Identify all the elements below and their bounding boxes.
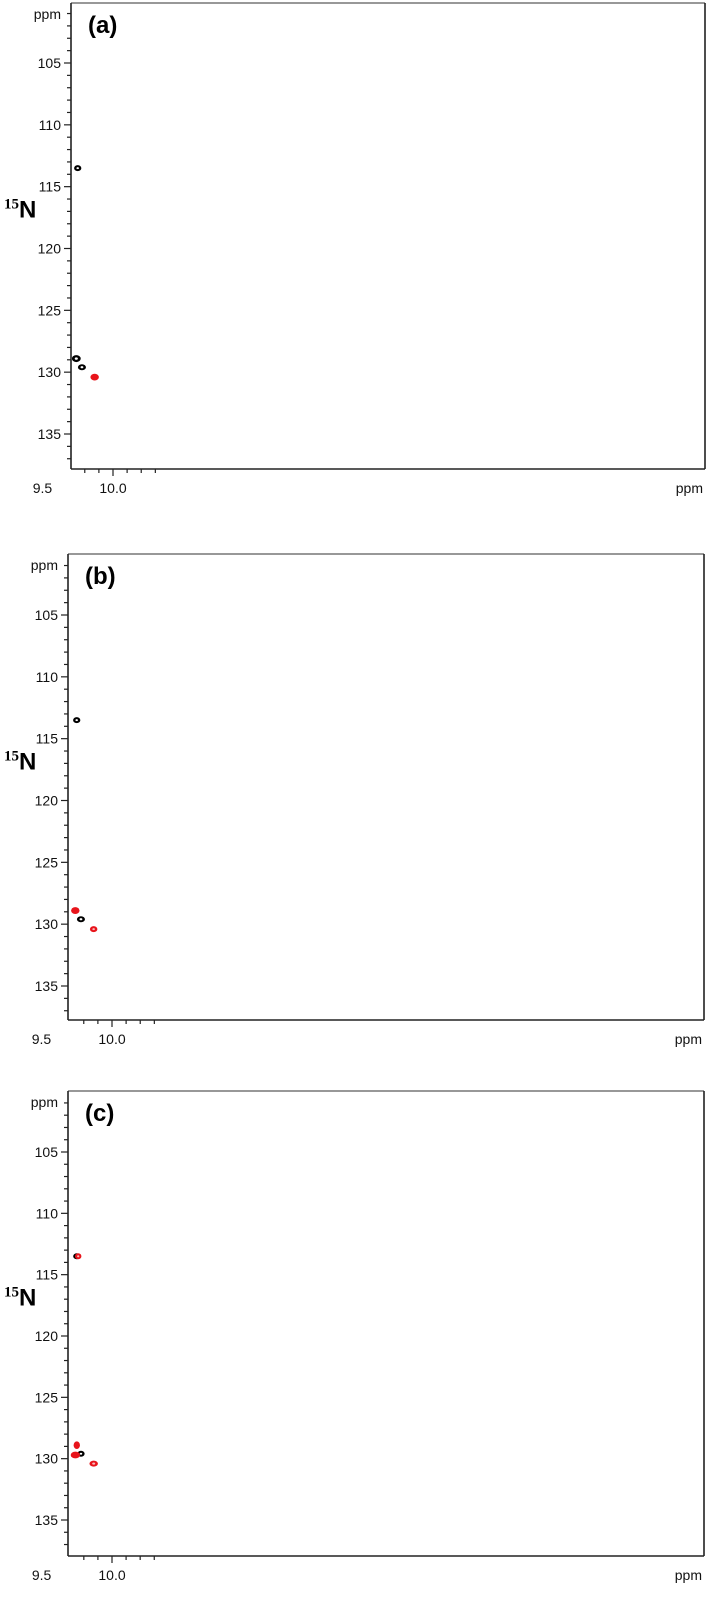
red-peak — [7, 1200, 14, 1207]
x-tick-label: 10.0 — [98, 1567, 125, 1583]
y-tick-label: 110 — [36, 669, 59, 685]
x-unit-label: ppm — [675, 1567, 702, 1583]
y-tick-label: 115 — [36, 731, 59, 747]
black-peak — [0, 751, 3, 757]
panel-b: 105110115120125130135ppm10.09.59.08.58.0… — [0, 553, 705, 1047]
y-tick-label: 130 — [35, 1451, 59, 1467]
x-tick-label: 9.5 — [32, 1567, 52, 1583]
y-tick-label: 130 — [35, 916, 59, 932]
black-peak — [46, 1353, 53, 1360]
black-peak — [27, 401, 35, 408]
black-peak — [11, 180, 18, 186]
y-tick-label: 135 — [35, 978, 59, 994]
red-peak — [33, 1246, 41, 1254]
red-peak — [1, 995, 10, 1003]
red-peak — [27, 1486, 34, 1492]
y-tick-label: 110 — [39, 117, 62, 133]
black-peak — [9, 732, 17, 738]
y-tick-label: 125 — [38, 302, 62, 318]
red-peak — [71, 907, 80, 914]
y-unit-label: ppm — [31, 557, 58, 573]
x-tick-label: 10.0 — [99, 480, 126, 496]
panel-label: (c) — [85, 1100, 114, 1127]
x-unit-label: ppm — [675, 1031, 702, 1047]
y-tick-label: 125 — [35, 854, 59, 870]
peaks-layer — [0, 1200, 98, 1535]
y-tick-label: 130 — [38, 364, 62, 380]
y-tick-label: 120 — [35, 1328, 59, 1344]
x-tick-label: 9.5 — [33, 480, 53, 496]
y-axis-title: 15N — [4, 197, 36, 224]
x-tick-label: 9.5 — [32, 1031, 52, 1047]
black-peak — [9, 1267, 17, 1274]
black-peak — [46, 818, 54, 825]
red-peak — [0, 1527, 8, 1535]
y-tick-label: 115 — [39, 179, 62, 195]
y-tick-label: 125 — [35, 1389, 59, 1405]
peaks-layer — [11, 165, 99, 408]
x-tick-label: 10.0 — [98, 1031, 125, 1047]
y-tick-label: 135 — [38, 426, 62, 442]
red-peak — [90, 373, 99, 381]
peaks-layer — [0, 717, 98, 1003]
x-unit-label: ppm — [676, 480, 703, 496]
y-tick-label: 120 — [35, 793, 59, 809]
panel-a: 105110115120125130135ppm10.09.59.08.58.0… — [4, 2, 706, 496]
y-axis-title: 15N — [4, 1284, 36, 1311]
panel-label: (a) — [88, 12, 117, 39]
y-tick-label: 105 — [35, 1144, 59, 1160]
black-peak — [27, 953, 34, 959]
y-tick-label: 135 — [35, 1512, 59, 1528]
red-peak — [70, 1451, 81, 1459]
y-tick-label: 120 — [38, 241, 62, 257]
panel-label: (b) — [85, 563, 116, 590]
red-peak — [73, 1441, 80, 1449]
y-tick-label: 115 — [36, 1267, 59, 1283]
y-tick-label: 105 — [35, 607, 59, 623]
y-unit-label: ppm — [31, 1094, 58, 1110]
panel-c: 105110115120125130135ppm10.09.59.08.58.0… — [0, 1090, 705, 1583]
black-peak — [26, 1488, 35, 1494]
y-axis-title: 15N — [4, 749, 36, 776]
y-unit-label: ppm — [34, 6, 61, 22]
red-peak — [1, 1267, 8, 1273]
y-tick-label: 110 — [36, 1205, 59, 1221]
y-tick-label: 105 — [38, 55, 62, 71]
black-peak — [47, 267, 54, 273]
